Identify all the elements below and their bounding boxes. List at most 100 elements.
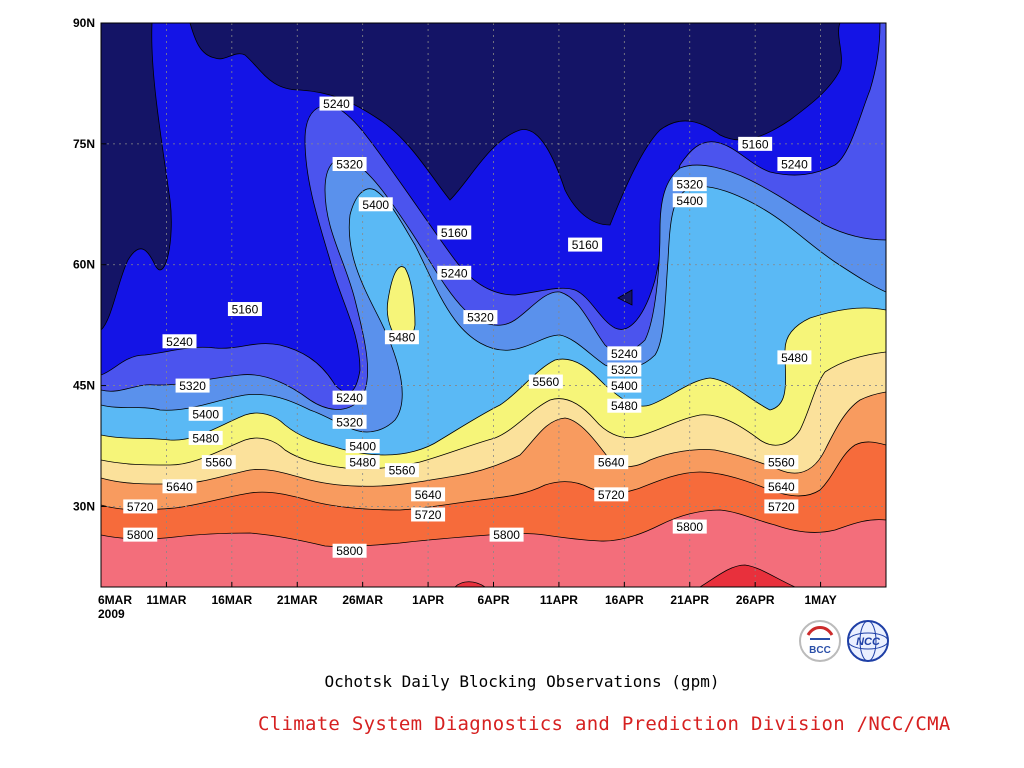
contour-label: 5400 xyxy=(607,378,642,393)
chart-title: Ochotsk Daily Blocking Observations (gpm… xyxy=(324,672,720,691)
contour-label-bg xyxy=(332,390,367,405)
contour-label-text: 5480 xyxy=(611,399,638,413)
contour-label: 5320 xyxy=(332,414,367,429)
contour-label-text: 5160 xyxy=(572,238,599,252)
band-5080-pocket xyxy=(617,289,633,306)
contour-label: 5720 xyxy=(411,507,446,522)
contour-label-text: 5160 xyxy=(742,137,769,151)
contour-label-text: 5240 xyxy=(323,97,350,111)
contour-label-text: 5320 xyxy=(611,363,638,377)
contour-label-bg xyxy=(764,499,799,514)
contour-label: 5400 xyxy=(188,406,223,421)
contour-label: 5240 xyxy=(162,334,197,349)
contour-label-bg xyxy=(358,197,393,212)
contour-label: 5800 xyxy=(123,527,158,542)
contour-label-bg xyxy=(437,265,472,280)
contour-label-text: 5800 xyxy=(127,528,154,542)
contour-label-text: 5800 xyxy=(493,528,520,542)
contour-label-bg xyxy=(188,406,223,421)
x-tick-label: 1APR xyxy=(412,593,444,607)
y-tick-label: 45N xyxy=(73,379,95,393)
contour-label-text: 5480 xyxy=(781,351,808,365)
contour-label: 5800 xyxy=(332,543,367,558)
contour-label-bg xyxy=(607,346,642,361)
x-tick-label: 6APR xyxy=(477,593,509,607)
contour-label-bg xyxy=(607,362,642,377)
contour-label: 5320 xyxy=(672,177,707,192)
contour-label-bg xyxy=(162,479,197,494)
contour-label: 5240 xyxy=(319,96,354,111)
contour-label-bg xyxy=(777,157,812,171)
contour-label-text: 5320 xyxy=(467,311,494,325)
band-5480-island xyxy=(386,266,416,342)
x-tick-label: 11APR xyxy=(540,593,578,607)
bcc-logo-text: BCC xyxy=(809,645,831,656)
contour-label-text: 5800 xyxy=(336,544,363,558)
contour-label: 5160 xyxy=(738,136,773,151)
contour-label: 5480 xyxy=(607,398,642,413)
ncc-logo: NCC xyxy=(847,620,889,662)
contour-label-text: 5480 xyxy=(389,331,416,345)
contour-label: 5640 xyxy=(162,479,197,494)
contour-label: 5640 xyxy=(594,455,629,470)
contour-label: 5640 xyxy=(764,479,799,494)
contour-label: 5640 xyxy=(411,487,446,502)
contour-label-bg xyxy=(738,136,773,151)
contour-label-text: 5560 xyxy=(389,464,416,478)
contour-label-bg xyxy=(384,463,419,478)
contour-label: 5320 xyxy=(332,157,367,172)
contour-label-bg xyxy=(568,237,603,252)
contour-label-text: 5240 xyxy=(611,347,638,361)
contour-label-text: 5480 xyxy=(192,431,219,445)
contour-label-text: 5720 xyxy=(127,500,154,514)
contour-label-text: 5240 xyxy=(781,158,808,172)
y-axis: 30N 45N 60N 75N 90N xyxy=(73,16,106,513)
contour-label-bg xyxy=(411,487,446,502)
contour-label: 5400 xyxy=(672,193,707,208)
contour-label-text: 5240 xyxy=(441,266,468,280)
contour-label-bg xyxy=(764,455,799,470)
contour-label-text: 5320 xyxy=(179,379,206,393)
contour-label: 5320 xyxy=(607,362,642,377)
contour-label-bg xyxy=(123,499,158,514)
contour-label-text: 5400 xyxy=(192,407,219,421)
contour-label-text: 5720 xyxy=(768,500,795,514)
contour-label-text: 5320 xyxy=(336,415,363,429)
organization-footer: Climate System Diagnostics and Predictio… xyxy=(258,713,951,735)
y-tick-label: 60N xyxy=(73,258,95,272)
contour-label: 5800 xyxy=(672,519,707,534)
contour-label: 5720 xyxy=(594,487,629,502)
x-tick-label: 11MAR xyxy=(146,593,186,607)
x-tick-label: 21MAR xyxy=(277,593,318,607)
contour-label-bg xyxy=(175,378,210,393)
contour-label: 5240 xyxy=(437,265,472,280)
contour-label: 5400 xyxy=(345,439,380,454)
x-tick-label: 16APR xyxy=(605,593,644,607)
x-tick-label: 16MAR xyxy=(211,593,252,607)
contour-label: 5320 xyxy=(463,310,498,325)
ncc-logo-text: NCC xyxy=(856,636,881,648)
contour-label-bg xyxy=(411,507,446,522)
contour-label-text: 5640 xyxy=(166,480,193,494)
contour-label-bg xyxy=(332,157,367,171)
contour-label: 5240 xyxy=(332,390,367,405)
contour-label: 5720 xyxy=(764,499,799,514)
y-tick-label: 30N xyxy=(73,499,95,513)
contour-label-text: 5720 xyxy=(415,508,442,522)
contour-label: 5240 xyxy=(607,346,642,361)
contour-label-bg xyxy=(607,398,642,413)
contour-label-bg xyxy=(437,225,472,240)
contour-label-text: 5640 xyxy=(598,456,625,470)
contour-label-bg xyxy=(384,330,419,345)
contour-label-text: 5480 xyxy=(349,456,376,470)
contour-label: 5480 xyxy=(188,430,223,445)
contour-label-text: 5640 xyxy=(768,480,795,494)
x-year-label: 2009 xyxy=(98,607,125,621)
contour-label-text: 5400 xyxy=(362,198,389,212)
contour-label-bg xyxy=(764,479,799,494)
contour-label-bg xyxy=(594,455,629,470)
contour-label-text: 5560 xyxy=(768,456,795,470)
contour-label: 5560 xyxy=(764,455,799,470)
contour-label-text: 5320 xyxy=(676,178,703,192)
